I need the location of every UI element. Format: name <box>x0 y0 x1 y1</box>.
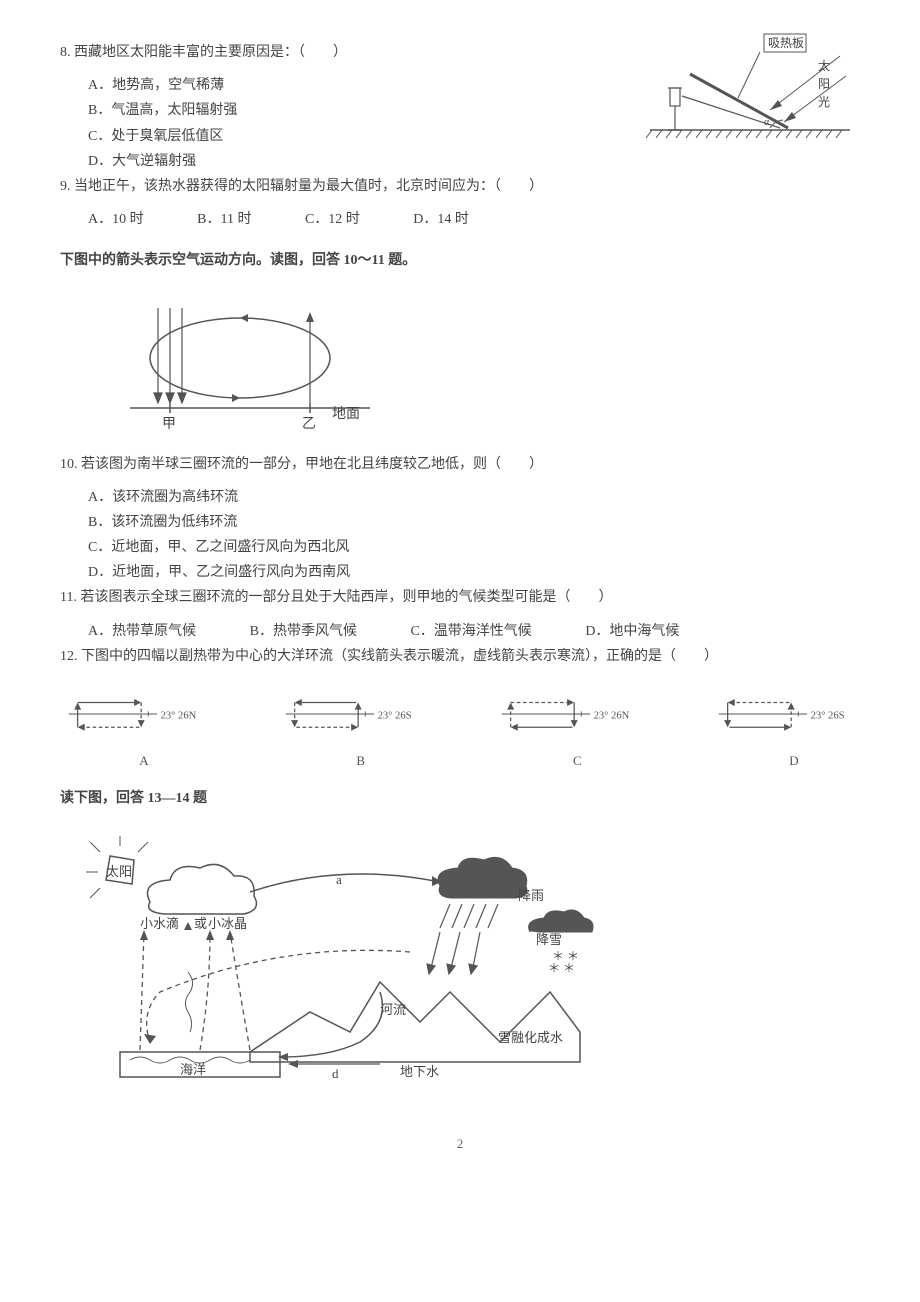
droplet-label: 小水滴 <box>140 916 179 931</box>
water-cycle-figure: 太阳 小水滴 或 小冰晶 a 降雨 ＊ ＊ ＊ ＊ 降雪 河流 雪融化成水 <box>80 832 860 1092</box>
snow-label: 降雪 <box>536 932 562 947</box>
cell-jia: 甲 <box>162 417 176 432</box>
river-label: 河流 <box>380 1002 406 1017</box>
gyre-panels: 23° 26N A 23° 26S B <box>60 679 860 772</box>
q11-stem: 11. 若该图表示全球三圈环流的一部分且处于大陆西岸，则甲地的气候类型可能是（ … <box>60 585 860 610</box>
circulation-cell-figure: 甲 乙 地面 <box>100 288 860 438</box>
ocean-label: 海洋 <box>180 1062 206 1077</box>
panel-d-lat: 23° 26S <box>811 710 845 721</box>
gyre-panel-c: 23° 26N C <box>493 679 643 772</box>
arrow-d-label: d <box>332 1066 339 1081</box>
melt-label: 雪融化成水 <box>498 1030 563 1045</box>
gyre-panel-b: 23° 26S B <box>277 679 427 772</box>
cell-ground: 地面 <box>332 406 360 422</box>
panel-a-lat: 23° 26N <box>161 710 197 721</box>
panel-c-lat: 23° 26N <box>594 710 630 721</box>
intro-10-11: 下图中的箭头表示空气运动方向。读图，回答 10～11 题。 <box>60 248 860 273</box>
q8-opt-d: D．大气逆辐射强 <box>60 149 860 174</box>
q10-opt-d: D．近地面，甲、乙之间盛行风向为西南风 <box>60 560 860 585</box>
solar-heater-figure: α 吸热板 太 阳 光 <box>640 30 860 150</box>
or-label: 或 <box>194 916 207 931</box>
q9-opt-d: D．14 时 <box>413 207 469 232</box>
panel-b-label: B <box>295 749 427 772</box>
q9-options: A．10 时 B．11 时 C．12 时 D．14 时 <box>60 207 860 232</box>
ice-label: 小冰晶 <box>208 916 247 931</box>
panel-a-label: A <box>78 749 210 772</box>
q10-opt-b: B．该环流圈为低纬环流 <box>60 510 860 535</box>
panel-label: 吸热板 <box>768 36 804 50</box>
intro-13-14: 读下图，回答 13—14 题 <box>60 786 860 811</box>
cell-yi: 乙 <box>302 416 316 432</box>
q11-opt-b: B．热带季风气候 <box>250 619 357 644</box>
q11-opt-a: A．热带草原气候 <box>88 619 196 644</box>
sun-char-1: 太 <box>818 58 830 73</box>
panel-d-label: D <box>728 749 860 772</box>
q11-opt-d: D．地中海气候 <box>585 619 679 644</box>
groundwater-label: 地下水 <box>400 1064 439 1079</box>
q10-opt-c: C．近地面，甲、乙之间盛行风向为西北风 <box>60 535 860 560</box>
q10-stem: 10. 若该图为南半球三圈环流的一部分，甲地在北且纬度较乙地低，则（ ） <box>60 452 860 477</box>
page-number: 2 <box>60 1132 860 1155</box>
arrow-a-label: a <box>336 872 342 887</box>
angle-label: α <box>764 117 770 128</box>
panel-b-lat: 23° 26S <box>377 710 411 721</box>
rain-label: 降雨 <box>518 888 544 903</box>
svg-text:＊ ＊: ＊ ＊ <box>548 961 575 975</box>
q9-opt-a: A．10 时 <box>88 207 144 232</box>
sun-label: 太阳 <box>106 864 132 879</box>
q9-stem: 9. 当地正午，该热水器获得的太阳辐射量为最大值时，北京时间应为：（ ） <box>60 174 860 199</box>
q10-opt-a: A．该环流圈为高纬环流 <box>60 485 860 510</box>
q12-stem: 12. 下图中的四幅以副热带为中心的大洋环流（实线箭头表示暖流，虚线箭头表示寒流… <box>60 644 860 669</box>
q11-options: A．热带草原气候 B．热带季风气候 C．温带海洋性气候 D．地中海气候 <box>60 619 860 644</box>
gyre-panel-a: 23° 26N A <box>60 679 210 772</box>
panel-c-label: C <box>511 749 643 772</box>
sun-char-3: 光 <box>818 95 830 109</box>
q9-opt-b: B．11 时 <box>197 207 251 232</box>
gyre-panel-d: 23° 26S D <box>710 679 860 772</box>
sun-char-2: 阳 <box>818 77 830 91</box>
q11-opt-c: C．温带海洋性气候 <box>410 619 531 644</box>
q9-opt-c: C．12 时 <box>305 207 360 232</box>
